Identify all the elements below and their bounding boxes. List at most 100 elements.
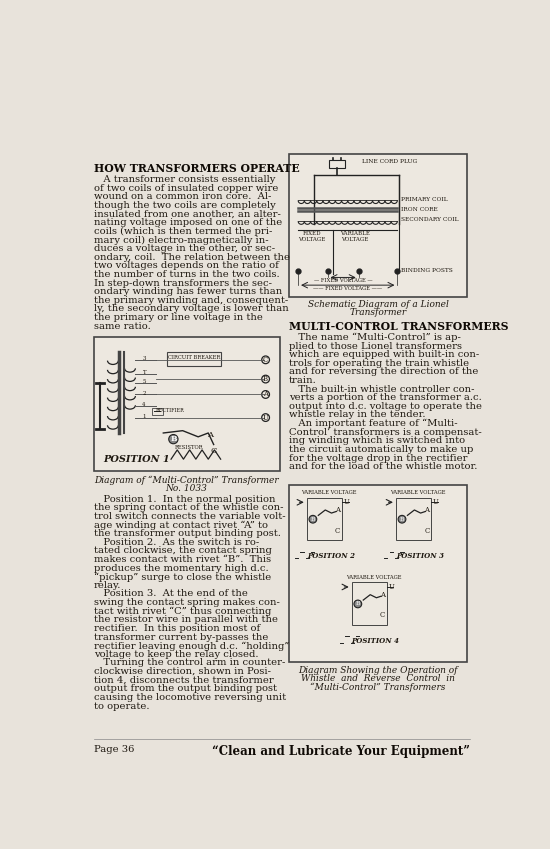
Text: mary coil) electro-magnetically in-: mary coil) electro-magnetically in- [94,235,268,245]
Text: C: C [263,356,268,364]
Text: output into d.c. voltage to operate the: output into d.c. voltage to operate the [289,402,482,411]
Text: which are equipped with built-in con-: which are equipped with built-in con- [289,350,479,359]
Text: ondary, coil.  The relation between the: ondary, coil. The relation between the [94,253,289,261]
Text: ondary winding has fewer turns than: ondary winding has fewer turns than [94,287,282,296]
Text: 5: 5 [142,380,146,384]
Text: VARIABLE VOLTAGE: VARIABLE VOLTAGE [346,575,402,580]
Text: Diagram of “Multi-Control” Transformer: Diagram of “Multi-Control” Transformer [94,475,279,485]
Text: trol switch connects the variable volt-: trol switch connects the variable volt- [94,512,285,520]
Text: IRON CORE: IRON CORE [402,206,438,211]
Text: 4: 4 [142,402,146,408]
Text: “pickup” surge to close the whistle: “pickup” surge to close the whistle [94,572,271,582]
Text: VARIABLE VOLTAGE: VARIABLE VOLTAGE [301,490,357,495]
Text: verts a portion of the transformer a.c.: verts a portion of the transformer a.c. [289,393,482,402]
Text: 2: 2 [142,391,146,396]
Text: Turning the control arm in counter-: Turning the control arm in counter- [94,659,285,667]
Text: U: U [344,498,350,506]
Text: ly, the secondary voltage is lower than: ly, the secondary voltage is lower than [94,305,288,313]
Text: of two coils of insulated copper wire: of two coils of insulated copper wire [94,183,278,193]
Text: POSITION 2: POSITION 2 [307,553,355,560]
Text: B: B [263,375,268,383]
Text: A: A [263,391,268,398]
Text: —— FIXED VOLTAGE ——: —— FIXED VOLTAGE —— [313,286,382,291]
Text: Whistle  and  Reverse  Control  in: Whistle and Reverse Control in [301,674,455,683]
Text: voltage to keep the relay closed.: voltage to keep the relay closed. [94,649,258,659]
Text: age winding at contact rivet “A” to: age winding at contact rivet “A” to [94,520,267,530]
Text: Transformer: Transformer [349,308,406,318]
Text: same ratio.: same ratio. [94,322,150,330]
Text: ing winding which is switched into: ing winding which is switched into [289,436,465,446]
Text: C: C [211,447,217,455]
Text: the transformer output binding post.: the transformer output binding post. [94,529,280,538]
Text: Page 36: Page 36 [94,745,134,754]
Text: the primary winding and, consequent-: the primary winding and, consequent- [94,295,288,305]
Text: swing the contact spring makes con-: swing the contact spring makes con- [94,598,279,607]
Text: tact with rivet “C” thus connecting: tact with rivet “C” thus connecting [94,607,271,616]
Text: — FIXED VOLTAGE —: — FIXED VOLTAGE — [314,278,372,284]
Text: PRIMARY COIL: PRIMARY COIL [402,197,448,201]
Circle shape [262,391,270,398]
Text: “Clean and Lubricate Your Equipment”: “Clean and Lubricate Your Equipment” [212,745,470,758]
Bar [152,408,163,415]
Bar [167,352,222,366]
Circle shape [262,375,270,383]
Text: for the voltage drop in the rectifier: for the voltage drop in the rectifier [289,453,468,463]
Bar [94,337,279,471]
Text: produces the momentary high d.c.: produces the momentary high d.c. [94,564,268,572]
Text: Control’ transformers is a compensat-: Control’ transformers is a compensat- [289,428,482,436]
Text: though the two coils are completely: though the two coils are completely [94,201,276,210]
Text: A transformer consists essentially: A transformer consists essentially [94,175,275,184]
Bar [329,160,345,168]
Text: Schematic Diagram of a Lionel: Schematic Diagram of a Lionel [307,300,448,309]
Text: makes contact with rivet “B”.  This: makes contact with rivet “B”. This [94,555,271,564]
Text: T: T [142,370,146,375]
Text: the spring contact of the whistle con-: the spring contact of the whistle con- [94,503,283,512]
Bar [289,485,467,661]
Text: 1: 1 [142,413,146,419]
Text: two voltages depends on the ratio of: two voltages depends on the ratio of [94,261,278,270]
Text: B: B [311,517,315,522]
Text: wound on a common iron core.  Al-: wound on a common iron core. Al- [94,192,271,201]
Text: plied to those Lionel transformers: plied to those Lionel transformers [289,341,462,351]
Text: rectifier leaving enough d.c. “holding”: rectifier leaving enough d.c. “holding” [94,641,289,650]
Circle shape [262,413,270,421]
Text: whistle relay in the tender.: whistle relay in the tender. [289,411,425,419]
Text: VARIABLE
VOLTAGE: VARIABLE VOLTAGE [340,231,370,242]
Text: B: B [400,517,404,522]
Text: POSITION 1: POSITION 1 [103,454,169,464]
Text: Position 1.  In the normal position: Position 1. In the normal position [94,495,275,503]
Text: rectifier.  In this position most of: rectifier. In this position most of [94,624,260,633]
Text: Position 2.  As the switch is ro-: Position 2. As the switch is ro- [94,537,259,547]
Circle shape [398,515,406,523]
Text: trols for operating the train whistle: trols for operating the train whistle [289,359,469,368]
Text: A: A [424,506,430,514]
Text: U: U [389,583,395,591]
Text: VARIABLE VOLTAGE: VARIABLE VOLTAGE [390,490,446,495]
Text: Diagram Showing the Operation of: Diagram Showing the Operation of [298,666,458,674]
Text: 3: 3 [142,356,146,361]
Circle shape [309,515,317,523]
Text: train.: train. [289,376,317,385]
Text: FIXED
VOLTAGE: FIXED VOLTAGE [299,231,326,242]
Bar [396,498,431,540]
Text: RECTIFIER: RECTIFIER [156,408,184,413]
Text: U: U [263,413,268,422]
Text: RESISTOR: RESISTOR [175,445,204,449]
Text: duces a voltage in the other, or sec-: duces a voltage in the other, or sec- [94,244,274,253]
Text: output from the output binding post: output from the output binding post [94,684,277,694]
Text: U: U [433,498,439,506]
Text: B: B [355,601,360,606]
Bar [289,155,467,296]
Text: “Multi-Control” Transformers: “Multi-Control” Transformers [310,683,446,692]
Text: tated clockwise, the contact spring: tated clockwise, the contact spring [94,546,272,555]
Text: coils (which is then termed the pri-: coils (which is then termed the pri- [94,227,272,236]
Text: nating voltage imposed on one of the: nating voltage imposed on one of the [94,218,282,228]
Text: Position 3.  At the end of the: Position 3. At the end of the [94,589,248,599]
Text: the number of turns in the two coils.: the number of turns in the two coils. [94,270,279,278]
Text: transformer current by-passes the: transformer current by-passes the [94,633,268,642]
Text: the resistor wire in parallel with the: the resistor wire in parallel with the [94,616,278,624]
Text: A: A [380,591,385,599]
Circle shape [169,435,178,444]
Text: An important feature of “Multi-: An important feature of “Multi- [289,419,458,429]
Text: POSITION 4: POSITION 4 [351,637,400,645]
